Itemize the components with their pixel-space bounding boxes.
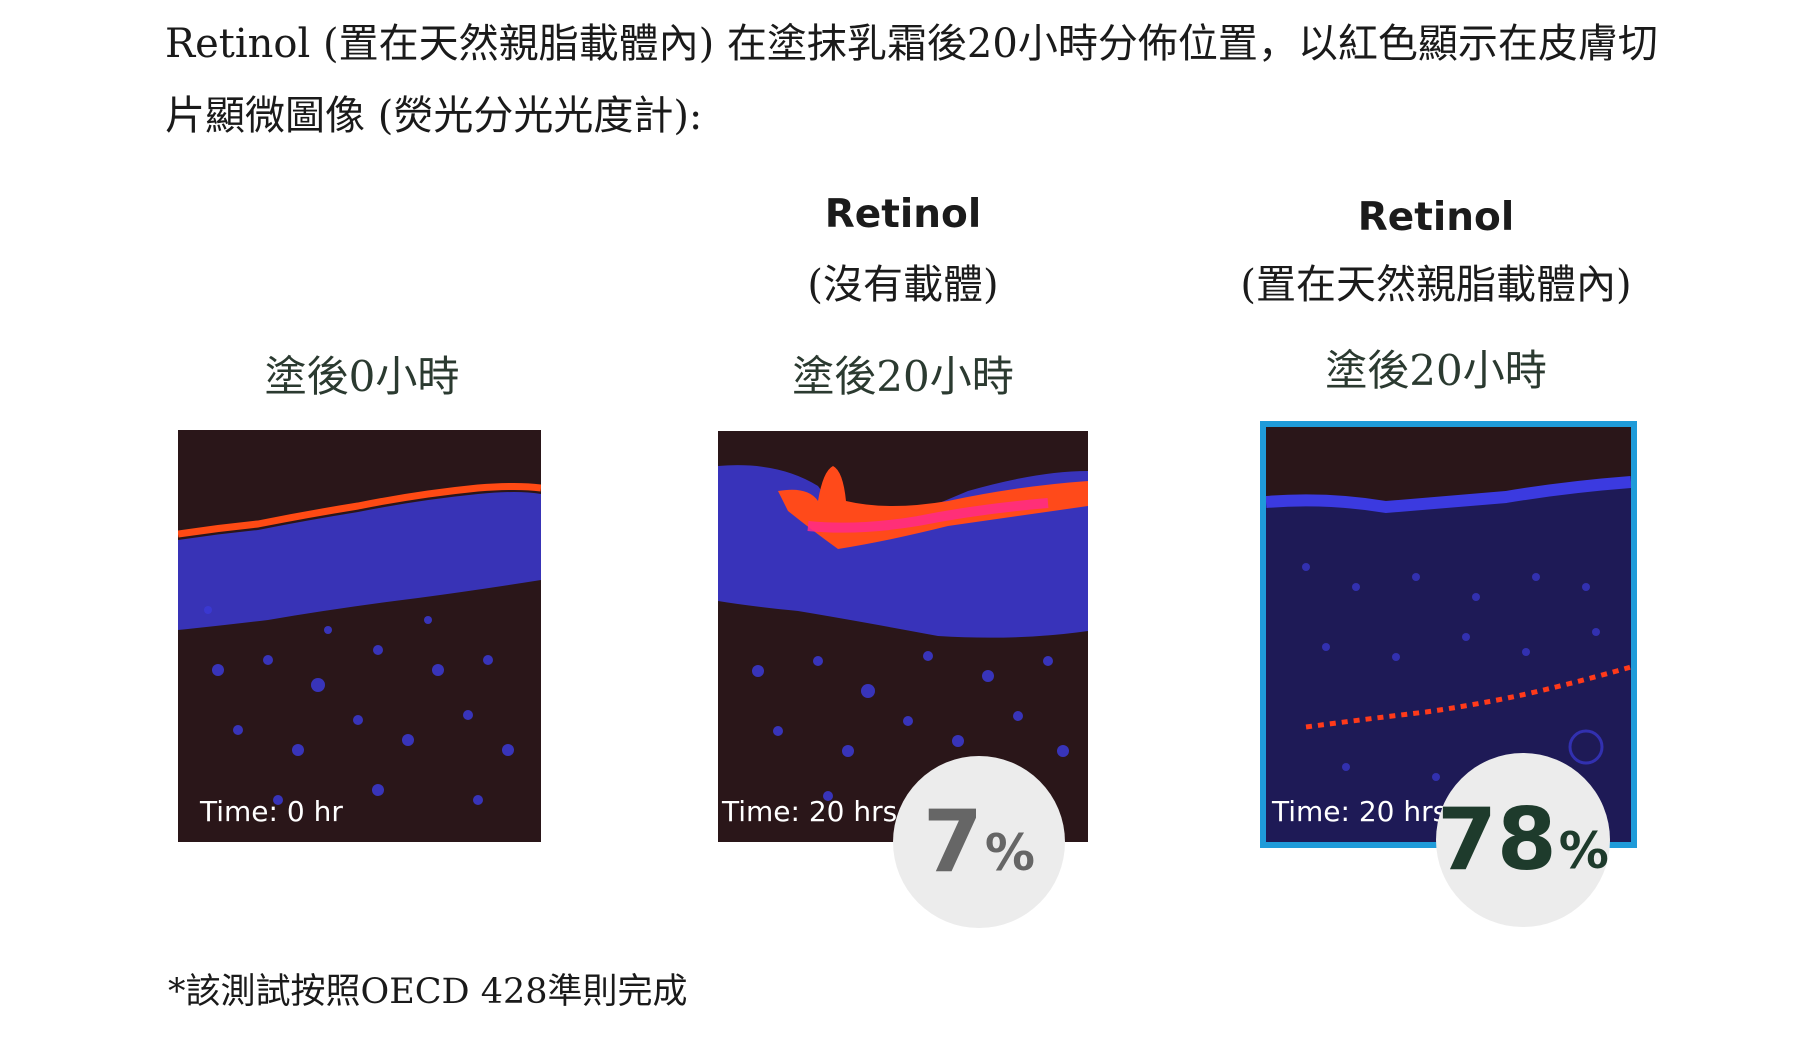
column-3-time-heading: 塗後20小時 [1325,346,1547,395]
micrograph-20hr-no-carrier-image [718,431,1088,842]
footnote: *該測試按照OECD 428準則完成 [168,972,688,1012]
percent-badge-78-sign: % [1558,822,1609,880]
percent-badge-7: 7 % [893,756,1065,928]
micrograph-0hr-time-label: Time: 0 hr [200,795,343,828]
micrograph-0hr-image [178,430,541,842]
percent-badge-78-value: 78 [1437,790,1557,890]
micrograph-0hr: Time: 0 hr [178,430,541,842]
intro-paragraph: Retinol (置在天然親脂載體內) 在塗抹乳霜後20小時分佈位置，以紅色顯示… [165,21,1658,139]
micrograph-20hr-carrier: Time: 20 hrs [1260,421,1637,848]
column-2-subtitle: (沒有載體) [807,262,999,308]
micrograph-20hr-carrier-time-label: Time: 20 hrs [1272,795,1448,828]
column-1-time-heading: 塗後0小時 [264,352,460,401]
percent-badge-7-value: 7 [923,792,983,892]
column-3-subtitle: (置在天然親脂載體內) [1240,262,1632,308]
percent-badge-78: 78 % [1436,753,1610,927]
column-2-time-heading: 塗後20小時 [792,352,1014,401]
percent-badge-7-sign: % [984,824,1035,882]
column-2-title: Retinol [824,192,982,237]
micrograph-20hr-no-carrier-time-label: Time: 20 hrs [722,795,898,828]
column-3-title: Retinol [1357,195,1515,240]
